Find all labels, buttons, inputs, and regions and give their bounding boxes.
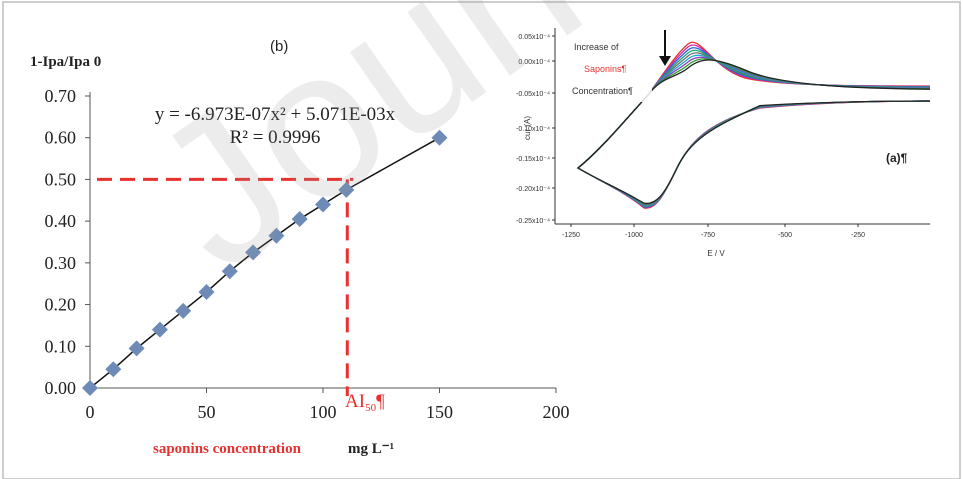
y-tick-label: 0.60: [45, 128, 77, 148]
data-point: [82, 380, 98, 396]
inset-x-axis-label: E / V: [707, 249, 725, 258]
data-point: [338, 181, 355, 198]
increase-arrow-head: [659, 56, 671, 66]
inset-y-tick-label: 0.00x10⁻⁴: [518, 59, 550, 66]
inset-y-tick-label: -0.05x10⁻⁴: [516, 91, 550, 98]
y-tick-label: 0.50: [45, 169, 77, 189]
x-tick-label: 200: [543, 402, 570, 422]
panel-label-a: (a)¶: [886, 151, 908, 165]
inset-y-tick-label: -0.15x10⁻⁴: [516, 156, 550, 163]
data-point: [105, 361, 122, 378]
x-axis-label-unit: mg L⁻¹: [348, 441, 394, 457]
x-tick-label: 0: [86, 402, 95, 422]
data-point: [315, 196, 331, 213]
panel-label-b: (b): [270, 38, 288, 55]
y-tick-label: 0.40: [45, 211, 77, 231]
inset-y-tick-label: -0.10x10⁻⁴: [516, 126, 550, 133]
ai50-label: AI50¶: [345, 391, 385, 414]
data-point: [198, 284, 215, 301]
y-tick-label: 0.30: [45, 253, 77, 273]
y-tick-label: 0.00: [45, 378, 77, 398]
inset-x-tick-label: -500: [778, 232, 792, 239]
annotation-line-1: Increase of: [574, 42, 619, 52]
data-point: [268, 227, 285, 244]
calibration-chart: (b) 1-Ipa/Ipa 0 0.00 0.10 0.20 0.30 0.40 0.50 0.…: [30, 38, 570, 457]
data-point: [221, 263, 238, 280]
y-axis-label: 1-Ipa/Ipa 0: [30, 54, 101, 70]
fit-equation: y = -6.973E-07x² + 5.071E-03x: [155, 104, 396, 125]
x-tick-label: 150: [426, 402, 453, 422]
inset-x-tick-label: -1000: [625, 232, 643, 239]
inset-x-tick-label: -750: [701, 232, 715, 239]
x-tick-label: 100: [310, 402, 337, 422]
inset-x-tick-label: -250: [851, 232, 865, 239]
data-point: [175, 302, 192, 319]
data-point: [431, 129, 448, 146]
annotation-background: [568, 34, 652, 102]
y-tick-label: 0.10: [45, 336, 77, 356]
y-tick-label: 0.20: [45, 295, 77, 315]
inset-y-axis-label: cur (A): [523, 116, 532, 140]
cv-trace: [576, 59, 931, 205]
annotation-line-3: Concentration¶: [572, 86, 633, 96]
inset-y-tick-label: -0.25x10⁻⁴: [516, 218, 550, 225]
annotation-line-2: Saponins¶: [584, 64, 627, 74]
y-tick-label: 0.70: [45, 86, 77, 106]
inset-y-tick-label: -0.20x10⁻⁴: [516, 186, 550, 193]
voltammogram-inset: 0.05x10⁻⁴ 0.00x10⁻⁴ -0.05x10⁻⁴ -0.10x10⁻⁴ -0…: [516, 28, 931, 258]
inset-y-tick-label: 0.05x10⁻⁴: [518, 34, 550, 41]
data-point: [128, 340, 145, 357]
inset-x-tick-label: -1250: [562, 232, 580, 239]
data-point: [245, 244, 262, 261]
x-axis-label-text: saponins concentration: [153, 441, 302, 457]
data-point: [291, 211, 308, 228]
x-tick-label: 50: [198, 402, 216, 422]
data-point: [151, 321, 168, 338]
fit-r-squared: R² = 0.9996: [230, 127, 321, 148]
